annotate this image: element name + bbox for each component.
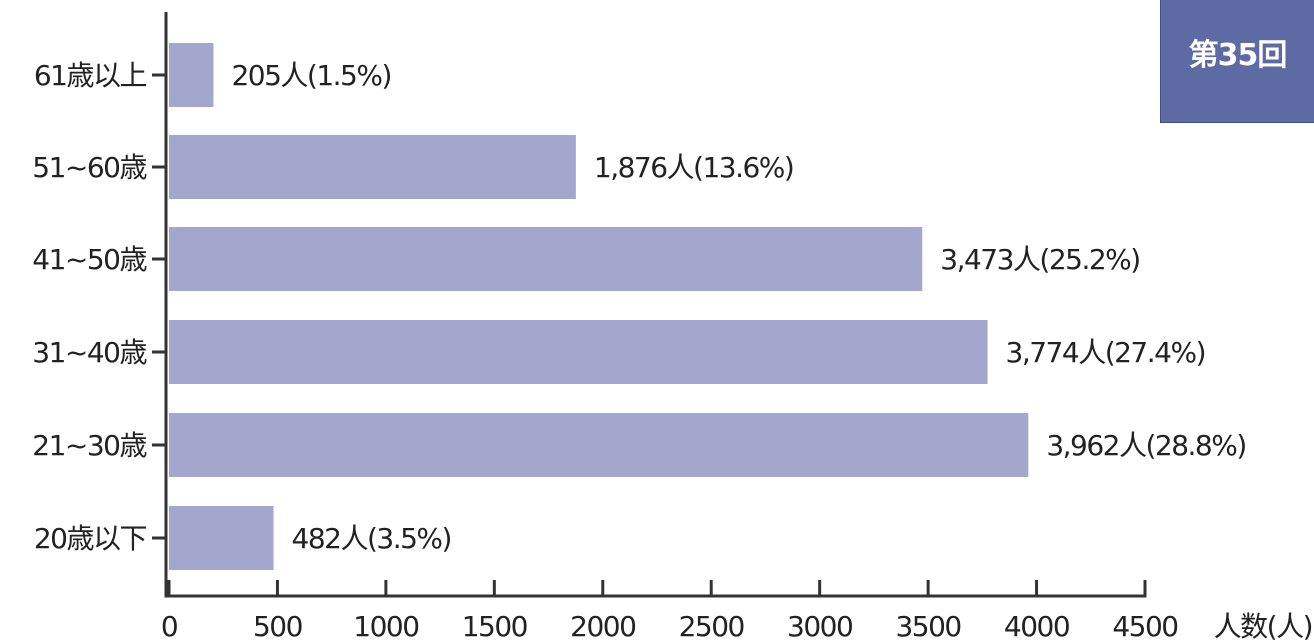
category-label: 41~50歳 — [32, 243, 147, 276]
data-label: 3,774人(27.4%) — [1006, 336, 1205, 369]
bar — [169, 227, 923, 291]
x-tick-label: 2000 — [570, 610, 635, 641]
x-tick-label: 4000 — [1004, 610, 1069, 641]
data-label: 3,962人(28.8%) — [1046, 429, 1245, 462]
data-label: 1,876人(13.6%) — [594, 151, 793, 184]
data-label: 3,473人(25.2%) — [940, 243, 1139, 276]
x-tick-label: 3000 — [787, 610, 852, 641]
bar — [169, 413, 1029, 477]
x-axis-label: 人数(人) — [1214, 610, 1312, 641]
x-tick-label: 0 — [161, 610, 177, 641]
data-label: 482人(3.5%) — [292, 522, 451, 555]
x-tick-label: 4500 — [1112, 610, 1177, 641]
session-badge: 第35回 — [1160, 0, 1314, 123]
category-label: 20歳以下 — [34, 522, 147, 555]
x-tick-label: 3500 — [895, 610, 960, 641]
bar — [169, 506, 274, 570]
bar — [169, 320, 988, 384]
x-tick-label: 500 — [253, 610, 302, 641]
x-tick-label: 2500 — [679, 610, 744, 641]
bar — [169, 135, 576, 199]
x-tick-label: 1500 — [462, 610, 527, 641]
category-label: 31~40歳 — [32, 336, 147, 369]
bar — [169, 43, 214, 107]
category-label: 51~60歳 — [32, 151, 147, 184]
data-label: 205人(1.5%) — [231, 59, 390, 92]
category-label: 21~30歳 — [32, 429, 147, 462]
x-tick-label: 1000 — [353, 610, 418, 641]
category-label: 61歳以上 — [34, 59, 147, 92]
